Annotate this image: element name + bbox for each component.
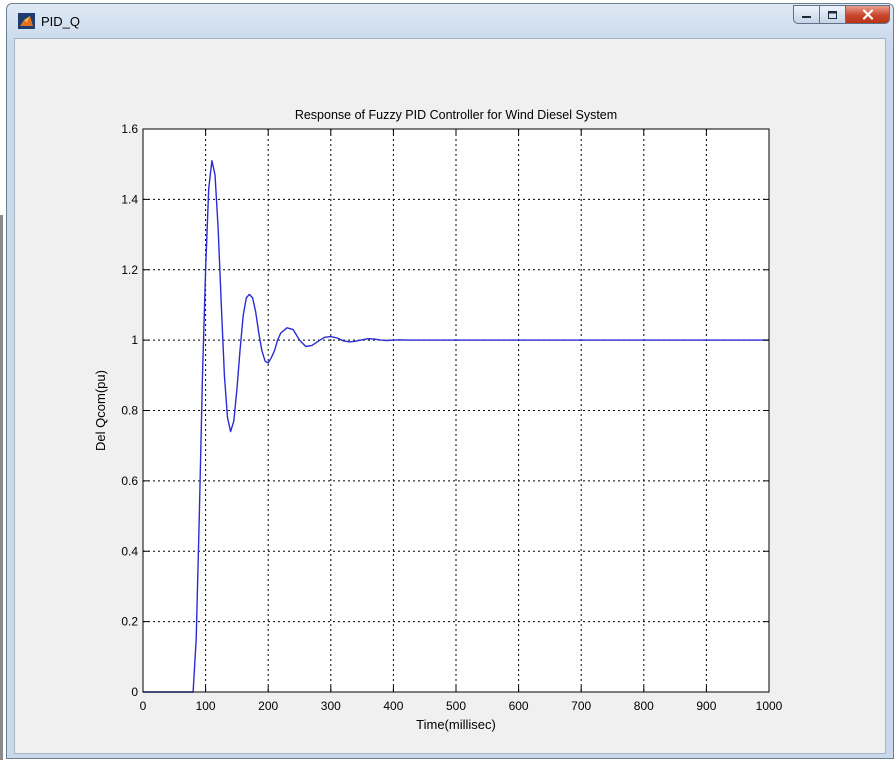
y-axis-label: Del Qcom(pu): [93, 370, 108, 451]
y-tick-label: 0.6: [121, 474, 138, 488]
x-tick-label: 300: [321, 699, 341, 713]
y-tick-label: 1: [131, 333, 138, 347]
window-controls: [793, 5, 890, 26]
matlab-figure-icon: [18, 13, 35, 29]
y-tick-label: 0.4: [121, 544, 138, 558]
close-button[interactable]: [846, 5, 890, 24]
x-tick-label: 100: [196, 699, 216, 713]
maximize-icon: [828, 10, 837, 19]
chart-title: Response of Fuzzy PID Controller for Win…: [295, 108, 617, 122]
x-tick-label: 0: [140, 699, 147, 713]
figure-window: PID_Q 0 100 200 300 400 500 600 700 800 900 1000 0 0…: [6, 3, 894, 759]
title-bar[interactable]: PID_Q: [7, 4, 893, 38]
x-tick-label: 800: [634, 699, 654, 713]
x-tick-label: 900: [696, 699, 716, 713]
x-tick-label: 500: [446, 699, 466, 713]
minimize-button[interactable]: [793, 5, 820, 24]
y-tick-label: 0.2: [121, 615, 138, 629]
y-tick-label: 0: [131, 685, 138, 699]
series-line: [143, 159, 769, 693]
window-title: PID_Q: [41, 14, 81, 29]
x-tick-label: 400: [383, 699, 403, 713]
window-edge: [0, 215, 3, 760]
y-tick-label: 1.6: [121, 122, 138, 136]
x-axis-label: Time(millisec): [416, 717, 496, 732]
y-tick-label: 1.4: [121, 192, 138, 206]
x-tick-label: 700: [571, 699, 591, 713]
x-tick-label: 1000: [756, 699, 783, 713]
y-tick-label: 1.2: [121, 263, 138, 277]
x-tick-label: 200: [258, 699, 278, 713]
figure-canvas: 0 100 200 300 400 500 600 700 800 900 1000 0 0.2 0.4 0…: [14, 38, 886, 754]
minimize-icon: [802, 15, 811, 18]
y-tick-label: 0.8: [121, 404, 138, 418]
close-icon: [862, 9, 873, 20]
x-tick-label: 600: [509, 699, 529, 713]
line-chart: 0 100 200 300 400 500 600 700 800 900 1000 0 0.2 0.4 0…: [93, 108, 783, 732]
maximize-button[interactable]: [820, 5, 846, 24]
